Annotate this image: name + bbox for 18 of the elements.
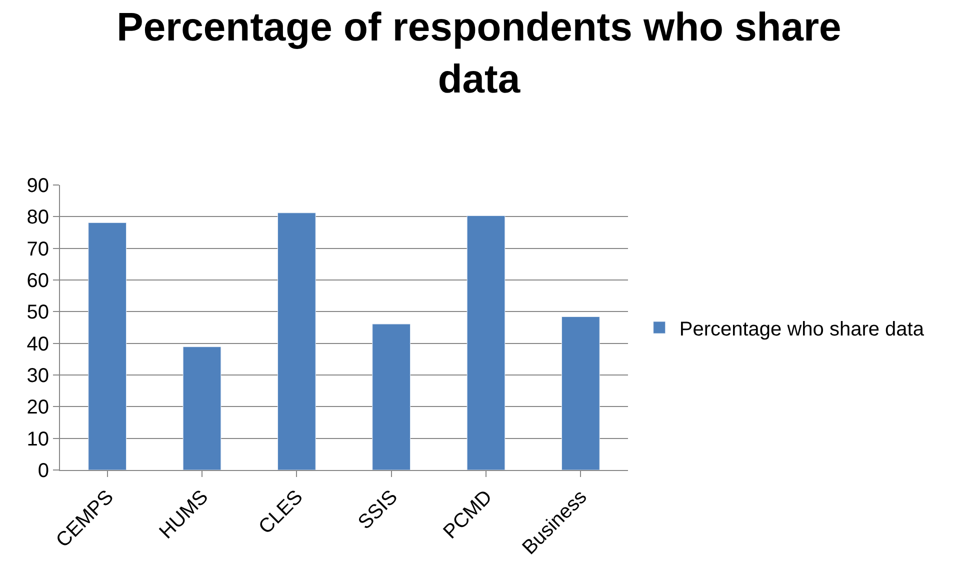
y-tick-label: 50 (26, 302, 49, 324)
bar (372, 324, 411, 470)
y-tick-label: 30 (26, 365, 49, 387)
y-tick-label: 80 (26, 206, 49, 229)
chart-title: Percentage of respondents who share data (116, 6, 842, 102)
bar (277, 212, 316, 470)
y-tick-label: 40 (26, 333, 49, 356)
bar (466, 215, 506, 470)
y-tick-label: 10 (26, 428, 49, 450)
legend-label: Percentage who share data (679, 318, 925, 340)
y-tick-label: 0 (38, 460, 49, 482)
bar (182, 346, 222, 470)
bar (561, 316, 600, 470)
y-tick-label: 90 (26, 175, 49, 197)
bar (88, 222, 127, 470)
y-tick-label: 70 (26, 238, 49, 260)
y-tick-label: 60 (26, 270, 49, 292)
y-tick-label: 20 (26, 396, 49, 419)
